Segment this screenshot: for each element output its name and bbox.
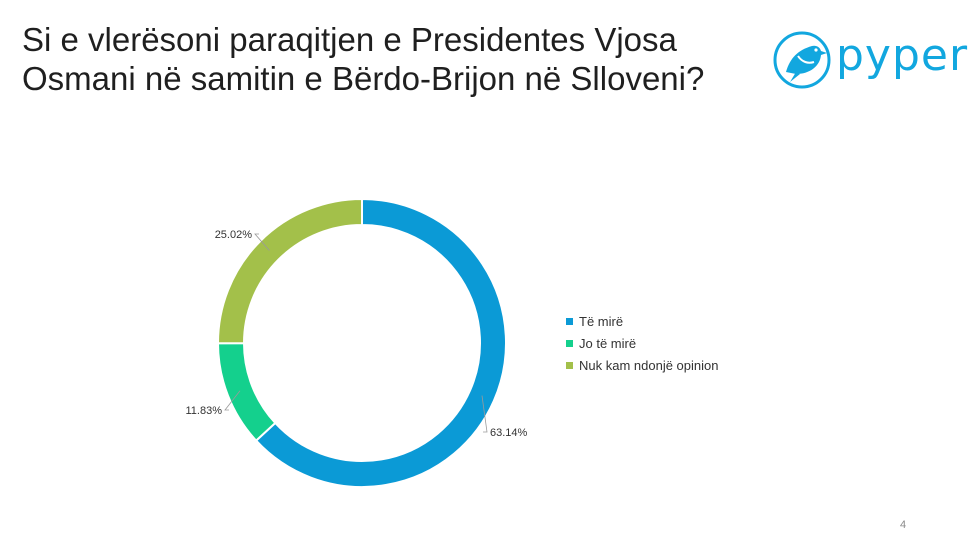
donut-slice <box>254 197 507 488</box>
legend-label: Jo të mirë <box>579 335 637 351</box>
leader-line <box>254 233 270 251</box>
legend-label: Të mirë <box>579 313 624 329</box>
pyper-logo: pyper <box>772 28 967 98</box>
legend-item: Nuk kam ndonjë opinion <box>566 354 718 376</box>
legend-swatch <box>566 339 573 347</box>
data-label: 25.02% <box>215 229 253 241</box>
leader-line <box>224 390 241 411</box>
legend-label: Nuk kam ndonjë opinion <box>579 357 719 373</box>
data-label: 11.83% <box>186 405 223 417</box>
donut-slice <box>216 342 277 443</box>
legend-item: Të mirë <box>566 310 718 332</box>
chart-legend: Të mirë Jo të mirë Nuk kam ndonjë opinio… <box>566 310 718 376</box>
legend-swatch <box>566 317 573 325</box>
bird-icon <box>773 31 831 89</box>
leader-line <box>481 395 488 433</box>
legend-swatch <box>566 361 573 369</box>
data-label: 63.14% <box>490 427 528 439</box>
legend-item: Jo të mirë <box>566 332 718 354</box>
page-title: Si e vlerësoni paraqitjen e Presidentes … <box>22 21 705 97</box>
logo-text: pyper <box>836 30 969 81</box>
donut-slice <box>216 197 363 345</box>
page-number: 4 <box>900 519 907 531</box>
